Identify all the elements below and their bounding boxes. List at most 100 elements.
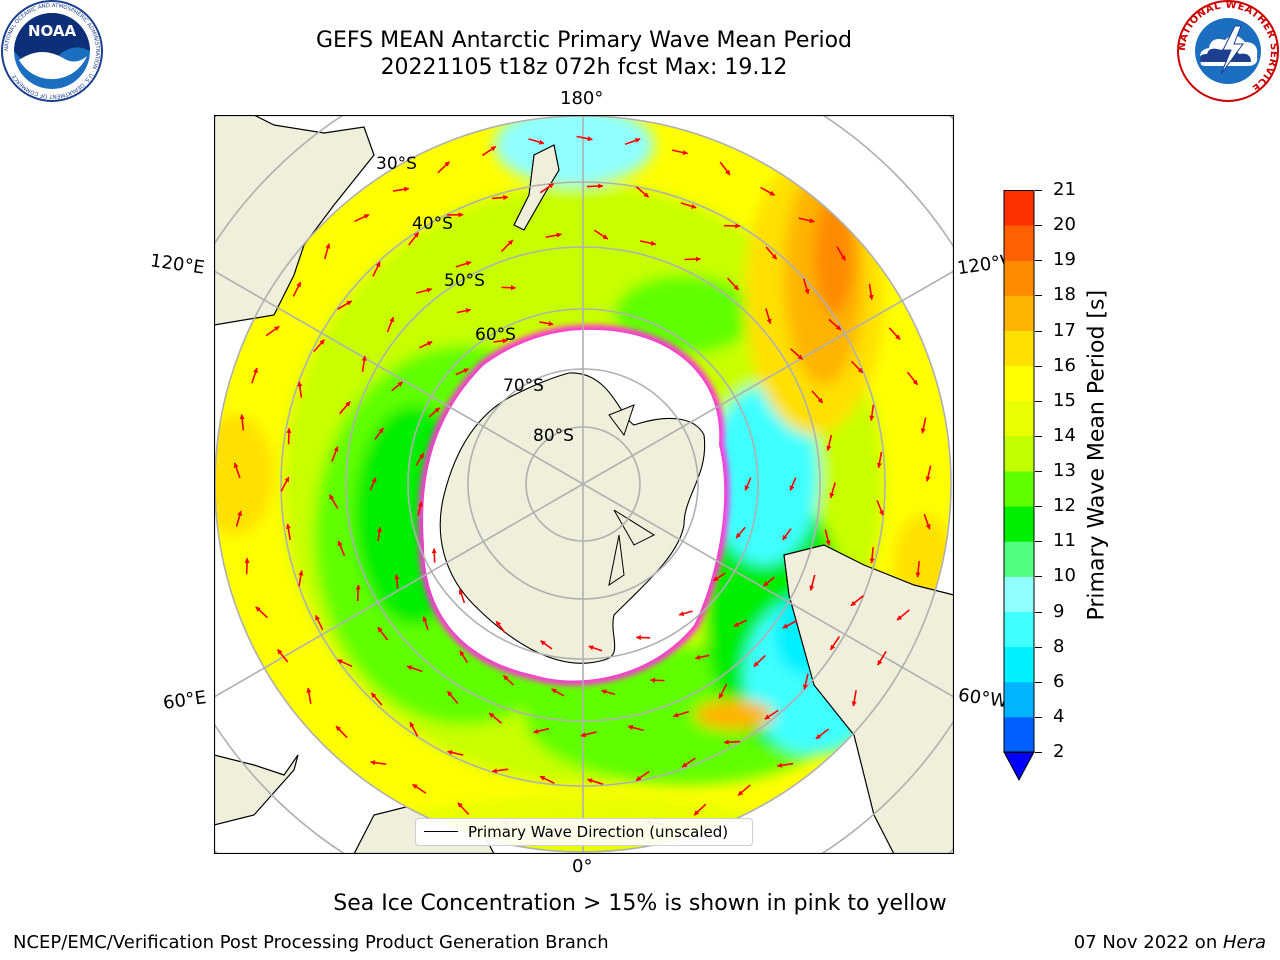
wave-direction-arrow: [328, 494, 339, 509]
wave-direction-arrow: [580, 731, 597, 738]
wave-direction-arrow: [417, 501, 423, 516]
colorbar-segment: [1004, 190, 1034, 226]
wave-direction-arrow: [431, 548, 437, 563]
wave-direction-arrow: [782, 528, 792, 541]
wave-direction-arrow: [391, 381, 403, 392]
wave-direction-arrow: [869, 547, 875, 564]
wave-direction-arrow: [337, 540, 346, 557]
colorbar: [1003, 190, 1035, 782]
wave-direction-arrow: [896, 609, 910, 621]
colorbar-tick-label: 13: [1053, 460, 1076, 481]
wave-direction-arrow: [737, 784, 751, 797]
colorbar-tick-label: 15: [1053, 389, 1076, 411]
lat-label-30s: 30°S: [376, 154, 417, 174]
colorbar-tick-mark: [1035, 365, 1042, 367]
wave-direction-arrow: [815, 728, 830, 740]
lon-label-0: 0°: [572, 856, 593, 877]
wave-direction-arrow: [733, 619, 747, 627]
wave-direction-arrow: [765, 246, 778, 260]
wave-direction-arrow: [255, 606, 269, 619]
wave-direction-arrow: [481, 145, 497, 157]
wave-direction-arrow: [374, 427, 384, 440]
wave-direction-arrow: [678, 610, 693, 617]
wave-direction-arrow: [586, 183, 604, 189]
wave-direction-arrow: [292, 281, 302, 297]
wave-direction-arrow: [876, 451, 883, 469]
wave-direction-arrow: [809, 574, 816, 591]
wave-direction-arrow: [500, 239, 514, 253]
colorbar-segment: [1004, 471, 1034, 507]
colorbar-tick-label: 6: [1053, 670, 1065, 692]
colorbar-tick-label: 4: [1053, 705, 1065, 727]
wave-direction-arrow: [337, 659, 353, 668]
antarctic-wave-period-map: 30°S 40°S 50°S 60°S 70°S 80°S: [214, 115, 954, 854]
wave-direction-arrow: [458, 589, 466, 604]
colorbar-segment: [1004, 435, 1034, 472]
colorbar-segment: [1004, 330, 1034, 367]
wave-direction-arrow: [533, 727, 550, 734]
wave-direction-arrow: [540, 640, 553, 650]
wave-direction-arrow: [764, 709, 779, 720]
wave-direction-arrow: [811, 390, 824, 404]
wave-direction-arrow: [551, 688, 565, 697]
wave-direction-arrow: [298, 570, 304, 587]
wave-direction-arrow: [681, 757, 696, 768]
wave-direction-arrow: [392, 186, 410, 192]
colorbar-tick-label: 9: [1053, 600, 1065, 622]
wave-direction-arrow: [437, 161, 450, 174]
wave-direction-arrow: [639, 240, 657, 246]
wave-direction-arrow: [339, 401, 351, 415]
colorbar-segment: [1004, 506, 1034, 542]
colorbar-tick-mark: [1035, 435, 1042, 437]
wave-direction-arrow: [671, 149, 689, 156]
colorbar-tick-mark: [1035, 506, 1042, 508]
wave-direction-arrow: [877, 651, 887, 666]
wave-direction-arrow: [286, 427, 292, 445]
wave-direction-arrow: [528, 138, 545, 145]
wave-direction-arrow: [539, 321, 554, 327]
wave-direction-arrow: [789, 477, 797, 491]
colorbar-segment: [1004, 541, 1034, 577]
wave-direction-arrow: [723, 739, 741, 745]
wave-direction-arrow: [406, 665, 423, 673]
wave-direction-arrow: [370, 692, 383, 706]
wave-direction-arrow: [915, 561, 921, 578]
colorbar-tick-mark: [1035, 611, 1042, 613]
wave-direction-arrow: [495, 620, 506, 633]
colorbar-tick-mark: [1035, 541, 1042, 543]
footer-date: 07 Nov 2022 on: [1073, 932, 1223, 953]
wave-direction-arrow: [726, 277, 740, 291]
colorbar-segment: [1004, 716, 1034, 753]
colorbar-tick-label: 11: [1053, 530, 1076, 552]
map-legend: Primary Wave Direction (unscaled): [415, 818, 753, 846]
wave-direction-arrow: [491, 194, 509, 201]
wave-direction-arrow: [635, 770, 650, 782]
wave-direction-arrow: [545, 232, 562, 239]
wave-direction-arrow: [850, 360, 864, 374]
wave-direction-arrow: [876, 500, 884, 516]
wave-direction-arrow: [888, 327, 901, 341]
chart-title: GEFS MEAN Antarctic Primary Wave Mean Pe…: [315, 28, 853, 53]
wave-direction-arrow: [409, 721, 419, 737]
colorbar-tick-mark: [1035, 400, 1042, 402]
wave-direction-arrow: [925, 465, 932, 482]
wave-direction-arrow: [265, 325, 280, 337]
wave-direction-arrow: [447, 750, 464, 756]
colorbar-segment: [1004, 611, 1034, 648]
wave-direction-arrow: [624, 138, 641, 145]
colorbar-segment: [1004, 400, 1034, 437]
wave-direction-arrow: [488, 712, 503, 724]
colorbar-tick-mark: [1035, 681, 1042, 683]
wave-direction-arrow: [455, 368, 469, 376]
colorbar-underflow-triangle: [1003, 751, 1035, 782]
wave-direction-arrow: [829, 636, 841, 651]
wave-direction-arrow: [588, 645, 603, 652]
wave-direction-arrow: [422, 616, 429, 631]
wave-direction-arrow: [802, 278, 810, 295]
wave-direction-arrow: [372, 261, 381, 277]
wave-direction-arrow: [455, 261, 472, 268]
wave-direction-arrow: [370, 760, 387, 766]
wave-direction-arrow: [412, 783, 427, 794]
wave-direction-arrow: [829, 482, 836, 499]
wave-direction-arrow: [335, 725, 348, 739]
